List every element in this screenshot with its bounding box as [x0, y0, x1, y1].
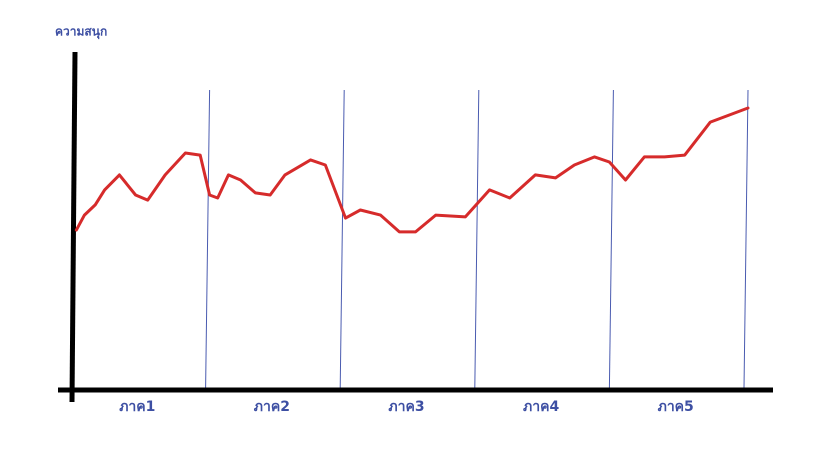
x-tick-label: ภาค2 [254, 399, 290, 415]
separator-line [474, 89, 480, 389]
x-tick-label: ภาค5 [658, 399, 694, 415]
y-axis [69, 51, 78, 403]
separator-line [205, 89, 211, 389]
x-tick-label: ภาค1 [119, 399, 155, 415]
separator-line [339, 89, 345, 389]
y-axis-label: ความสนุก [55, 25, 107, 40]
x-tick-label: ภาค3 [388, 399, 424, 415]
x-tick-label: ภาค4 [523, 399, 559, 415]
fun-line [74, 106, 750, 234]
separator-line [743, 89, 749, 389]
separator-line [608, 89, 614, 389]
